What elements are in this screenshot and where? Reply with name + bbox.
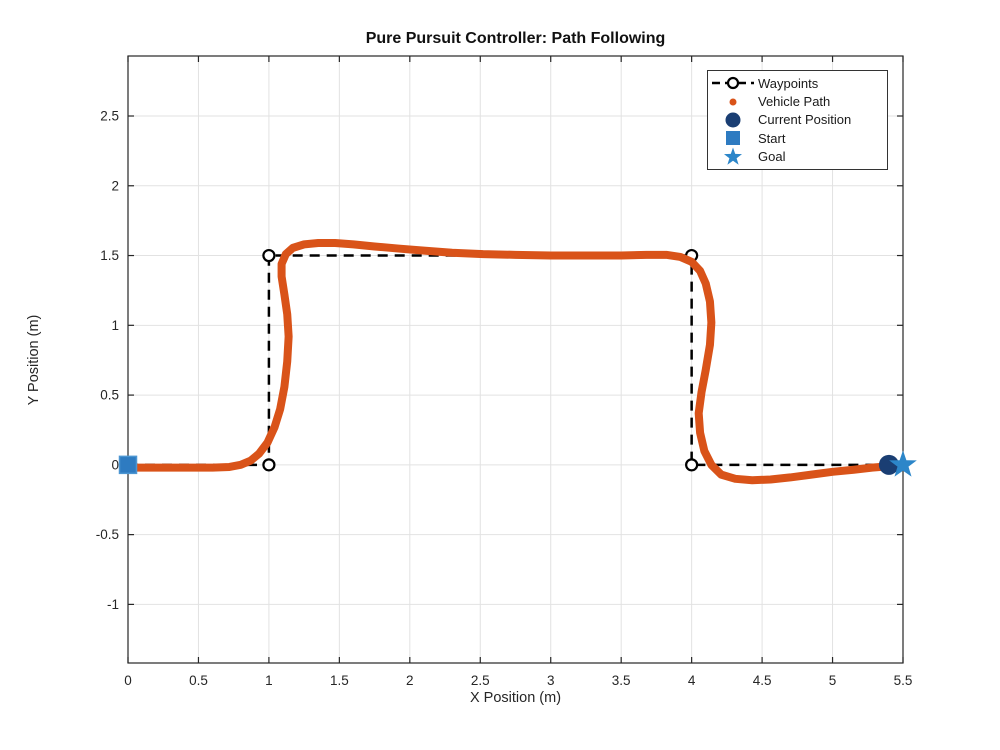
y-tick-label: 0.5 <box>100 388 119 403</box>
x-tick-label: 4.5 <box>753 673 772 688</box>
y-tick-label: 1 <box>111 318 119 333</box>
legend-label: Start <box>758 130 786 146</box>
y-tick-label: 2 <box>111 178 119 193</box>
x-tick-label: 3 <box>547 673 555 688</box>
legend: Waypoints Vehicle Path Current Position Sta… <box>707 70 888 170</box>
legend-item-vehicle-path: Vehicle Path <box>708 93 887 111</box>
current-position-marker <box>878 454 899 475</box>
filled-star-icon <box>708 147 758 167</box>
legend-label: Goal <box>758 149 786 165</box>
x-tick-label: 3.5 <box>612 673 631 688</box>
x-tick-label: 0.5 <box>189 673 208 688</box>
x-tick-label: 0 <box>124 673 132 688</box>
x-tick-label: 5.5 <box>894 673 913 688</box>
y-tick-label: 0 <box>111 457 119 472</box>
y-tick-label: 2.5 <box>100 109 119 124</box>
x-tick-label: 5 <box>829 673 837 688</box>
y-tick-label: 1.5 <box>100 248 119 263</box>
y-tick-label: -1 <box>107 597 119 612</box>
legend-label: Waypoints <box>758 75 819 91</box>
dot-icon <box>708 94 758 110</box>
x-tick-label: 2.5 <box>471 673 490 688</box>
filled-square-icon <box>708 130 758 146</box>
start-marker <box>118 455 138 475</box>
filled-circle-icon <box>708 112 758 128</box>
waypoint-marker <box>685 458 699 472</box>
x-tick-label: 1.5 <box>330 673 349 688</box>
legend-item-waypoints: Waypoints <box>708 74 887 92</box>
waypoints-path <box>128 254 903 467</box>
goal-marker <box>889 450 917 477</box>
x-tick-label: 4 <box>688 673 696 688</box>
vehicle-path <box>124 238 893 485</box>
x-tick-label: 1 <box>265 673 273 688</box>
y-axis-label: Y Position (m) <box>26 314 42 406</box>
y-tick-label: -0.5 <box>96 527 119 542</box>
dashed-line-circle-icon <box>708 75 758 91</box>
waypoint-marker <box>262 458 276 472</box>
legend-item-goal: Goal <box>708 147 887 167</box>
chart-title: Pure Pursuit Controller: Path Following <box>365 30 666 47</box>
x-axis-label: X Position (m) <box>469 690 562 706</box>
x-tick-label: 2 <box>406 673 414 688</box>
legend-item-current-position: Current Position <box>708 111 887 129</box>
legend-item-start: Start <box>708 129 887 147</box>
legend-label: Current Position <box>758 112 852 128</box>
axes-box <box>127 55 904 664</box>
waypoint-marker <box>262 248 276 263</box>
legend-label: Vehicle Path <box>758 94 831 110</box>
